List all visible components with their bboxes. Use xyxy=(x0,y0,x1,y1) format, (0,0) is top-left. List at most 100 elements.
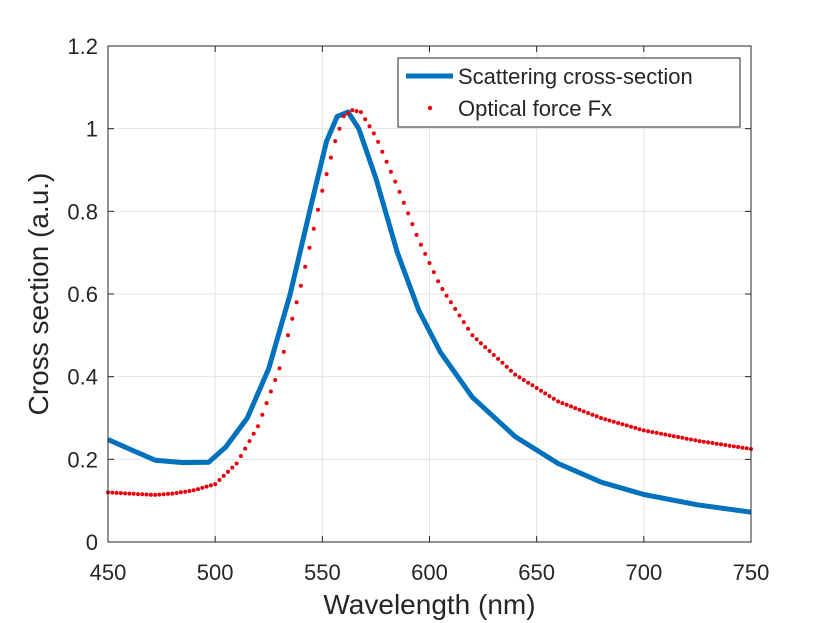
series-point xyxy=(457,313,462,318)
series-point xyxy=(238,454,243,458)
series-point xyxy=(367,124,372,129)
series-point xyxy=(136,492,140,497)
series-point xyxy=(526,380,531,385)
series-point xyxy=(281,349,286,354)
series-point xyxy=(376,139,381,144)
series-point xyxy=(311,226,316,231)
series-point xyxy=(641,428,646,433)
series-point xyxy=(539,388,543,393)
series-point xyxy=(140,492,145,497)
series-point xyxy=(470,333,475,338)
series-point xyxy=(256,424,260,429)
series-point xyxy=(719,442,723,447)
series-point xyxy=(371,131,376,136)
series-point xyxy=(178,490,183,495)
legend: Scattering cross-section Optical force F… xyxy=(397,57,741,128)
series-point xyxy=(423,251,428,256)
series-point xyxy=(303,264,308,269)
series-point xyxy=(448,300,453,305)
y-tick-label: 0.2 xyxy=(67,447,98,472)
x-tick-label: 550 xyxy=(304,560,341,585)
series-point xyxy=(723,443,728,447)
series-point xyxy=(333,139,338,144)
legend-swatch-optical-force xyxy=(427,105,433,111)
y-axis-label: Cross section (a.u.) xyxy=(23,173,54,416)
series-point xyxy=(534,386,539,390)
series-point xyxy=(710,441,715,445)
series-point xyxy=(581,409,586,414)
x-tick-label: 750 xyxy=(733,560,770,585)
series-point xyxy=(153,492,158,497)
legend-label-scattering: Scattering cross-section xyxy=(458,64,693,89)
series-point xyxy=(659,431,663,436)
series-point xyxy=(551,396,556,401)
series-point xyxy=(264,401,269,406)
y-tick-label: 0 xyxy=(86,530,98,555)
series-point xyxy=(603,417,608,422)
series-point xyxy=(307,245,312,250)
series-point xyxy=(234,461,239,466)
series-point xyxy=(196,487,200,492)
series-point xyxy=(521,378,526,382)
series-point xyxy=(594,414,599,419)
series-point xyxy=(586,411,591,415)
series-point xyxy=(689,437,693,442)
series-point xyxy=(637,427,642,432)
series-point xyxy=(697,439,702,444)
series-point xyxy=(328,155,333,160)
series-point xyxy=(127,491,132,496)
series-point xyxy=(740,445,745,450)
series-point xyxy=(110,490,115,495)
series-point xyxy=(268,389,273,394)
series-point xyxy=(727,443,732,448)
series-point xyxy=(174,491,179,495)
series-point xyxy=(320,188,325,193)
series-point xyxy=(350,108,355,113)
series-point xyxy=(324,172,329,177)
series-point xyxy=(556,399,561,404)
series-point xyxy=(487,349,492,353)
series-point xyxy=(418,242,423,247)
series-layer xyxy=(106,108,753,515)
series-point xyxy=(273,378,278,382)
series-point xyxy=(161,492,166,497)
series-point xyxy=(170,491,175,496)
series-point xyxy=(440,287,445,291)
series-point xyxy=(478,341,483,346)
series-point xyxy=(676,435,681,439)
series-point xyxy=(693,438,698,443)
series-point xyxy=(204,484,209,489)
x-tick-label: 650 xyxy=(518,560,555,585)
series-point xyxy=(517,375,522,380)
y-tick-label: 0.6 xyxy=(67,282,98,307)
series-point xyxy=(427,261,432,265)
series-point xyxy=(646,429,651,434)
series-point xyxy=(444,293,449,298)
series-point xyxy=(166,491,170,496)
series-point xyxy=(461,320,466,325)
series-point xyxy=(667,433,672,438)
series-point xyxy=(654,430,659,435)
series-point xyxy=(247,439,252,444)
series-point xyxy=(187,489,192,493)
series-point xyxy=(564,402,569,407)
series-point xyxy=(380,149,385,154)
series-point xyxy=(466,326,471,331)
series-point xyxy=(577,407,582,412)
series-point xyxy=(208,483,213,488)
series-point xyxy=(123,491,128,496)
series-point xyxy=(624,423,629,428)
series-point xyxy=(504,364,509,369)
tick-labels: 450 500 550 600 650 700 750 0 0.2 0.4 0.6 0.8 1 1.2 xyxy=(67,34,769,585)
series-point xyxy=(508,368,513,373)
series-point xyxy=(513,372,518,377)
series-point xyxy=(337,126,342,131)
series-point xyxy=(547,394,552,399)
series-point xyxy=(341,114,346,119)
series-point xyxy=(616,421,621,425)
series-point xyxy=(221,473,226,478)
series-point xyxy=(410,222,415,227)
x-tick-label: 450 xyxy=(90,560,127,585)
series-point xyxy=(243,446,248,451)
series-point xyxy=(191,488,196,493)
